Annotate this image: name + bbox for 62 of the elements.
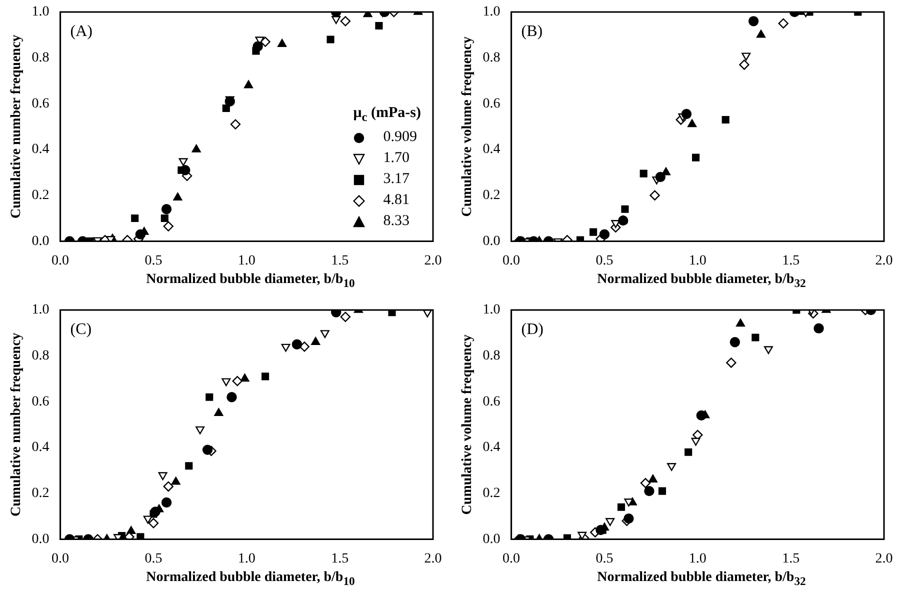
legend-label: 0.909	[383, 129, 417, 146]
y-tick-label: 0.2	[482, 188, 500, 204]
y-tick-label: 1.0	[482, 4, 500, 20]
x-tick-label: 0.5	[596, 551, 614, 566]
x-tick-label: 0.5	[144, 253, 162, 268]
x-tick-label: 1.5	[782, 253, 800, 268]
x-tick-label: 0.5	[144, 551, 162, 566]
x-axis-title: Normalized bubble diameter, b/b$_{32}$	[596, 570, 807, 588]
x-tick-label: 1.5	[782, 551, 800, 566]
legend-label: 4.81	[383, 192, 410, 209]
x-axis-title: Normalized bubble diameter, b/b$_{32}$	[596, 272, 807, 290]
y-tick-label: 0.6	[32, 96, 50, 112]
legend-label: 8.33	[383, 213, 410, 230]
y-axis-title: Cumulative number frequency	[9, 34, 24, 219]
y-tick-label: 0.6	[482, 394, 500, 410]
y-axis-title: Cumulative number frequency	[9, 332, 24, 517]
legend-label: 1.70	[383, 150, 410, 167]
x-tick-label: 1.5	[331, 551, 349, 566]
y-tick-label: 0.2	[482, 486, 500, 502]
y-tick-label: 0.0	[32, 234, 50, 249]
x-axis-title: Normalized bubble diameter, b/b$_{10}$	[145, 272, 356, 290]
x-tick-label: 2.0	[424, 253, 442, 268]
y-tick-label: 0.0	[482, 532, 500, 547]
legend-title: μ$_{c}$ (mPa-s)	[353, 105, 421, 125]
x-tick-label: 1.0	[688, 551, 706, 566]
annotation: (C)	[70, 321, 92, 338]
y-tick-label: 0.2	[32, 486, 50, 502]
x-tick-label: 1.5	[331, 253, 349, 268]
y-tick-label: 0.4	[482, 440, 500, 456]
x-tick-label: 0.0	[502, 253, 520, 268]
x-tick-label: 2.0	[875, 551, 893, 566]
x-tick-label: 1.0	[688, 253, 706, 268]
y-tick-label: 0.8	[32, 348, 50, 364]
x-tick-label: 0.0	[52, 253, 70, 268]
x-tick-label: 0.0	[52, 551, 70, 566]
legend-label: 3.17	[383, 171, 410, 188]
y-tick-label: 0.8	[482, 50, 500, 66]
y-tick-label: 0.6	[32, 394, 50, 410]
y-tick-label: 0.8	[482, 348, 500, 364]
annotation: (B)	[521, 23, 543, 40]
x-tick-label: 1.0	[238, 253, 256, 268]
y-tick-label: 0.4	[32, 440, 50, 456]
x-tick-label: 2.0	[424, 551, 442, 566]
y-tick-label: 0.8	[32, 50, 50, 66]
y-axis-title: Cumulative volume frequency	[460, 334, 476, 515]
y-tick-label: 1.0	[32, 4, 50, 20]
y-tick-label: 0.2	[32, 188, 50, 204]
y-tick-label: 0.0	[32, 532, 50, 547]
annotation: (A)	[70, 23, 93, 40]
x-tick-label: 2.0	[875, 253, 893, 268]
annotation: (D)	[521, 321, 544, 338]
y-tick-label: 0.0	[482, 234, 500, 249]
x-tick-label: 1.0	[238, 551, 256, 566]
y-tick-label: 1.0	[32, 302, 50, 318]
y-axis-title: Cumulative volume frequency	[460, 36, 476, 217]
y-tick-label: 1.0	[482, 302, 500, 318]
y-tick-label: 0.6	[482, 96, 500, 112]
y-tick-label: 0.4	[32, 142, 50, 158]
x-tick-label: 0.5	[596, 253, 614, 268]
x-tick-label: 0.0	[502, 551, 520, 566]
y-tick-label: 0.4	[482, 142, 500, 158]
x-axis-title: Normalized bubble diameter, b/b$_{10}$	[145, 570, 356, 588]
